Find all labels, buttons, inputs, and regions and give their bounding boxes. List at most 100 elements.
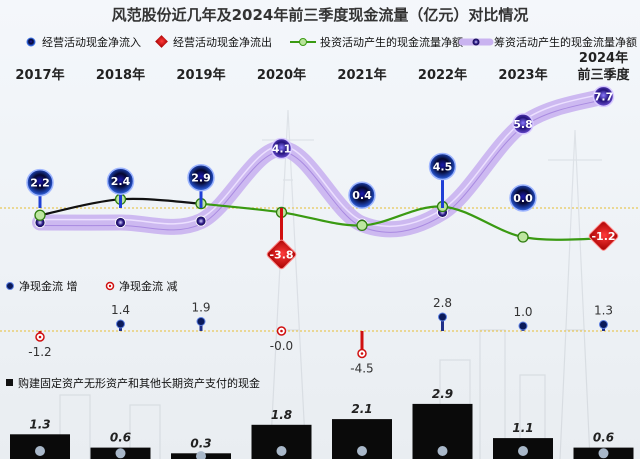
operating-inflow-mark: 4.5 <box>428 152 457 208</box>
svg-text:2.8: 2.8 <box>433 296 452 310</box>
category-label: 2018年 <box>96 67 145 83</box>
legend-item-financing: 筹资活动产生的现金流量净额 <box>458 35 637 49</box>
net-increase-label: 净现金流 增 <box>19 279 78 293</box>
background-decoration <box>59 109 602 459</box>
category-label: 2023年 <box>498 67 547 83</box>
category-label: 2022年 <box>418 67 467 83</box>
financing-point <box>115 217 126 228</box>
net-legend: 净现金流 增 净现金流 减 <box>6 279 178 293</box>
svg-text:1.1: 1.1 <box>512 421 533 435</box>
net-increase-mark: 1.4 <box>111 303 130 331</box>
legend-outflow-label: 经营活动现金净流出 <box>173 35 272 49</box>
svg-text:0.0: 0.0 <box>513 192 533 205</box>
legend-item-operating-in: 经营活动现金净流入 <box>26 35 141 49</box>
legend-inflow-label: 经营活动现金净流入 <box>42 35 141 49</box>
category-label: 2021年 <box>337 67 386 83</box>
financing-band <box>32 88 612 238</box>
svg-text:1.3: 1.3 <box>29 417 50 431</box>
financing-series: 4.1 5.8 7.7 <box>32 85 615 238</box>
category-label: 2019年 <box>176 67 225 83</box>
capex-bar: 2.1 <box>332 402 392 459</box>
svg-text:2.9: 2.9 <box>191 172 211 185</box>
capex-bar: 1.8 <box>251 408 312 459</box>
capex-bar: 1.3 <box>10 417 70 459</box>
net-increase-marker <box>6 282 14 290</box>
chart-title: 风范股份近几年及2024年前三季度现金流量（亿元）对比情况 <box>112 6 529 24</box>
capex-bar: 0.3 <box>171 436 231 459</box>
net-increase-mark: 1.0 <box>513 305 533 331</box>
capex-bar: 0.6 <box>90 431 151 459</box>
capex-bar: 2.9 <box>412 387 473 459</box>
svg-text:2.9: 2.9 <box>432 387 453 401</box>
net-increase-mark: 1.9 <box>191 301 211 331</box>
legend-outflow-marker <box>155 35 168 48</box>
financing-value-bubble: 4.1 <box>270 137 293 160</box>
svg-text:1.3: 1.3 <box>594 304 613 318</box>
svg-text:0.6: 0.6 <box>110 431 131 445</box>
legend-financing-label: 筹资活动产生的现金流量净额 <box>494 35 637 49</box>
legend: 经营活动现金净流入 经营活动现金净流出 投资活动产生的现金流量净额 筹资活动产生… <box>26 35 637 49</box>
svg-text:1.8: 1.8 <box>271 408 292 422</box>
svg-text:5.8: 5.8 <box>513 118 533 131</box>
legend-investing-marker <box>299 38 307 46</box>
operating-outflow-mark: -1.2 <box>588 221 619 251</box>
category-label: 2017年 <box>15 67 64 83</box>
svg-text:-1.2: -1.2 <box>28 345 51 359</box>
svg-text:4.5: 4.5 <box>433 161 453 174</box>
legend-investing-label: 投资活动产生的现金流量净额 <box>320 35 463 49</box>
net-increase-mark: 1.3 <box>594 304 613 331</box>
operating-inflow-mark: 2.9 <box>187 163 215 208</box>
category-label: 2020年 <box>257 67 306 83</box>
operating-inflow-mark: 0.4 <box>348 181 376 209</box>
svg-text:4.1: 4.1 <box>272 143 292 156</box>
financing-point <box>195 215 207 227</box>
operating-inflow-mark: 2.2 <box>26 168 54 208</box>
net-decrease-mark: -1.2 <box>28 331 52 359</box>
financing-value-bubble: 5.8 <box>512 113 534 135</box>
svg-text:1.0: 1.0 <box>513 305 532 319</box>
legend-inflow-marker <box>26 37 36 47</box>
svg-text:0.4: 0.4 <box>352 189 372 202</box>
svg-text:7.7: 7.7 <box>594 90 614 103</box>
operating-inflow-mark: 0.0 <box>509 184 537 212</box>
investing-point <box>34 209 46 221</box>
investing-point <box>356 219 368 232</box>
capex-legend-marker <box>6 379 13 386</box>
legend-item-investing: 投资活动产生的现金流量净额 <box>290 35 463 49</box>
financing-value-bubble: 7.7 <box>592 85 615 108</box>
svg-text:0.6: 0.6 <box>593 431 614 445</box>
svg-text:-0.0: -0.0 <box>270 339 293 353</box>
net-decrease-label: 净现金流 减 <box>119 279 178 293</box>
financing-band-stripe <box>39 92 604 228</box>
capex-bar: 1.1 <box>493 421 553 459</box>
operating-inflow-mark: 2.4 <box>106 167 135 208</box>
svg-text:-4.5: -4.5 <box>350 362 373 376</box>
legend-item-operating-out: 经营活动现金净流出 <box>155 35 272 49</box>
svg-text:-1.2: -1.2 <box>591 230 615 243</box>
svg-text:-3.8: -3.8 <box>269 248 293 261</box>
svg-text:1.4: 1.4 <box>111 303 130 317</box>
net-cash-flow-series: -1.2 1.4 1.9 -0.0 -4.5 2.8 1.0 1.3 <box>28 296 613 376</box>
category-labels: 2017年 2018年 2019年 2020年 2021年 2022年 2023年 2024年… <box>15 50 630 83</box>
svg-text:2.1: 2.1 <box>351 402 372 416</box>
financing-band-stripe-2 <box>39 98 604 233</box>
svg-text:2.4: 2.4 <box>111 175 131 188</box>
capex-series: 1.3 0.6 0.3 1.8 2.1 2.9 1.1 0.6 <box>10 387 634 459</box>
net-increase-mark: 2.8 <box>433 296 452 331</box>
svg-text:1.9: 1.9 <box>191 301 210 315</box>
svg-text:2.2: 2.2 <box>30 177 50 190</box>
category-label: 前三季度 <box>577 67 630 83</box>
net-decrease-marker-dot <box>108 284 112 288</box>
net-decrease-mark: -4.5 <box>350 331 374 376</box>
category-label: 2024年 <box>579 50 628 66</box>
net-decrease-mark: -0.0 <box>270 326 293 353</box>
legend-financing-marker <box>472 38 480 46</box>
capex-legend: 购建固定资产无形资产和其他长期资产支付的现金 <box>6 376 260 390</box>
capex-bar: 0.6 <box>573 431 634 459</box>
operating-outflow-mark: -3.8 <box>266 208 297 270</box>
operating-series: 2.2 2.4 2.9 -3.8 0.4 4.5 0.0 -1.2 <box>26 152 619 270</box>
investing-point <box>517 231 529 243</box>
svg-text:0.3: 0.3 <box>190 436 211 450</box>
capex-legend-label: 购建固定资产无形资产和其他长期资产支付的现金 <box>18 376 260 390</box>
